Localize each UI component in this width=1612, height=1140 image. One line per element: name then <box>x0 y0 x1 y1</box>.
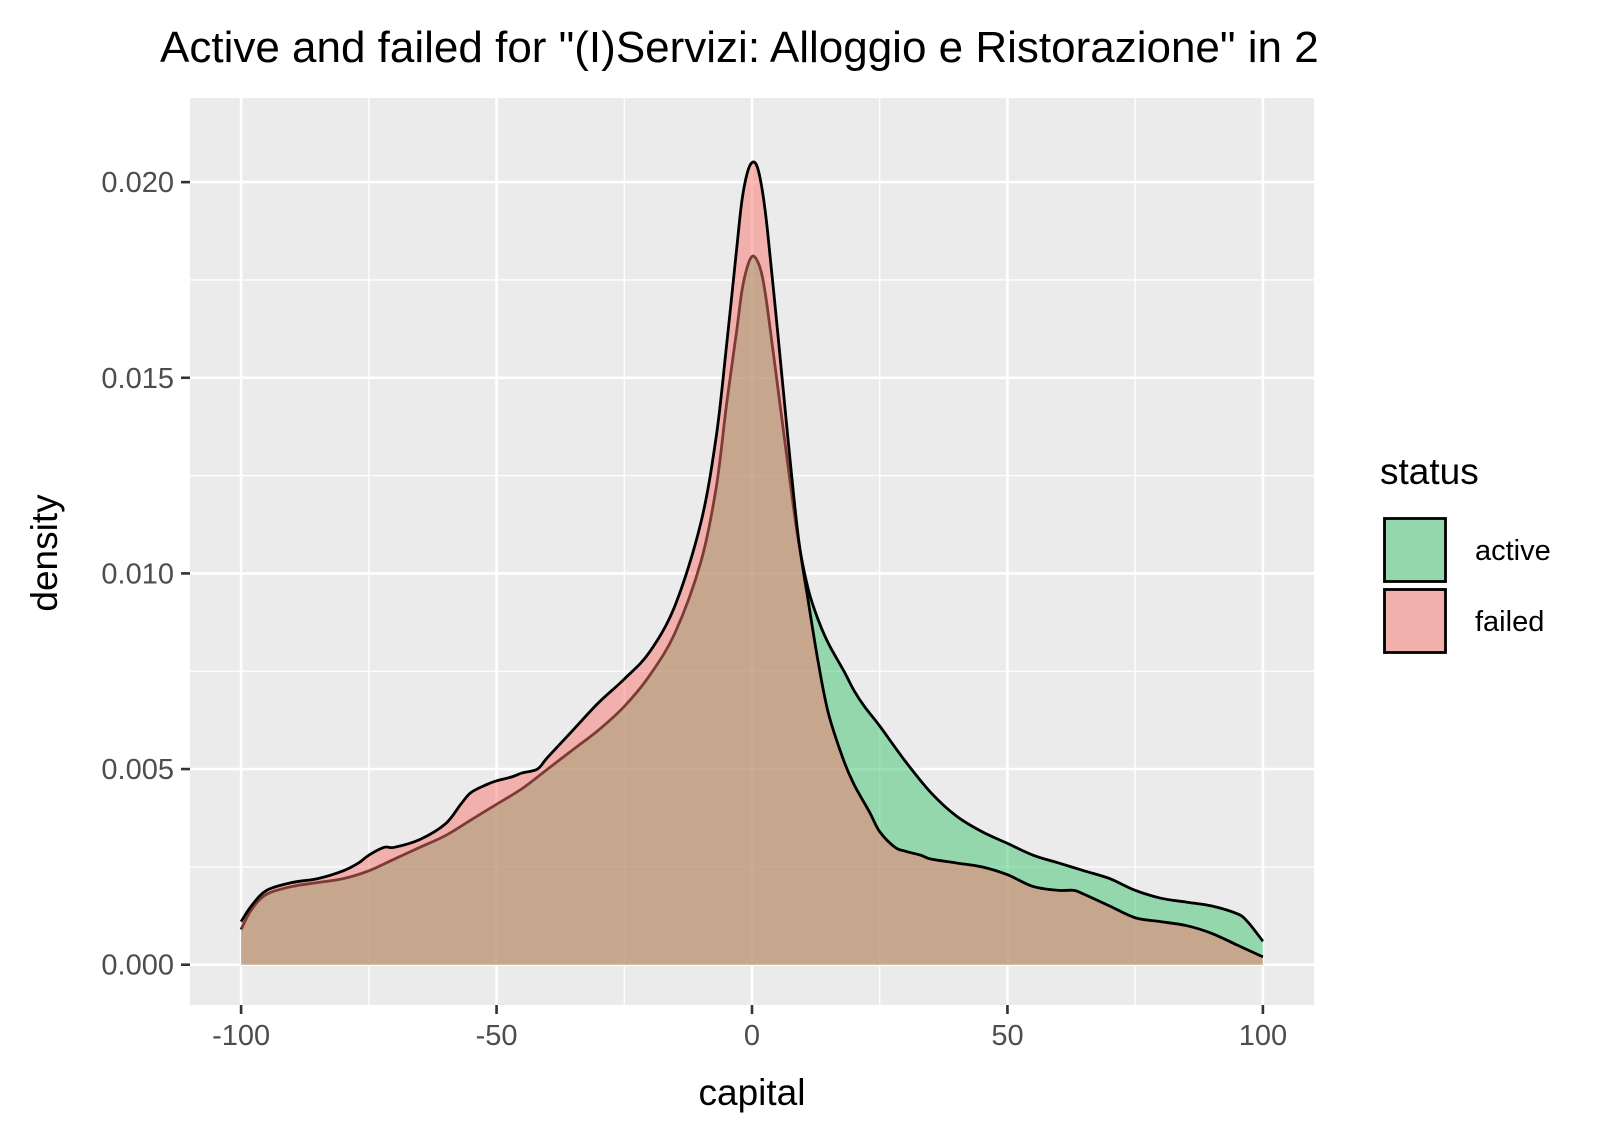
y-tick-label: 0.005 <box>101 754 174 786</box>
density-area-failed <box>241 161 1263 965</box>
y-axis-title: density <box>24 494 65 612</box>
x-tick-label: -50 <box>476 1020 518 1052</box>
y-tick-label: 0.015 <box>101 363 174 395</box>
x-axis: -100 -50 0 50 100 <box>212 1005 1287 1052</box>
legend-key-active <box>1383 517 1447 583</box>
density-line-failed <box>239 160 1264 959</box>
y-axis: 0.000 0.005 0.010 0.015 0.020 <box>101 167 190 982</box>
x-axis-title: capital <box>699 1072 806 1113</box>
legend-label-active: active <box>1475 535 1551 567</box>
legend-key-failed <box>1383 588 1447 654</box>
legend-label-failed: failed <box>1475 606 1544 638</box>
x-tick-label: 100 <box>1239 1020 1287 1052</box>
density-series <box>239 160 1265 965</box>
legend: status active failed <box>1380 451 1551 654</box>
y-tick-label: 0.000 <box>101 950 174 982</box>
chart-title: Active and failed for "(I)Servizi: Allog… <box>160 23 1319 72</box>
x-tick-label: -100 <box>212 1020 270 1052</box>
x-tick-label: 0 <box>744 1020 760 1052</box>
legend-title: status <box>1380 451 1479 492</box>
y-tick-label: 0.020 <box>101 167 174 199</box>
y-tick-label: 0.010 <box>101 558 174 590</box>
x-tick-label: 50 <box>991 1020 1023 1052</box>
